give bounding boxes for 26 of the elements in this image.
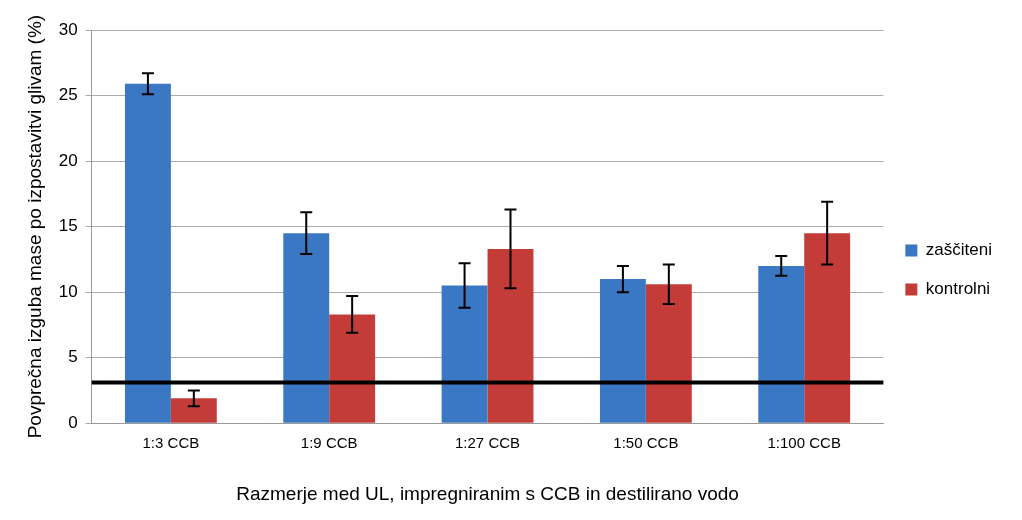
bar: [124, 83, 171, 423]
x-tick-label: 1:100 CCB: [767, 434, 841, 452]
y-tick-label: 20: [58, 150, 78, 170]
x-axis-title: Razmerje med UL, impregniranim s CCB in destilirano vodo: [236, 482, 739, 504]
bar: [441, 285, 488, 423]
y-axis-title: Povprečna izguba mase po izpostavitvi glivam (%): [23, 14, 45, 439]
legend-label: kontrolni: [925, 279, 991, 299]
bar: [758, 265, 805, 423]
y-tick-label: 15: [58, 216, 78, 236]
y-tick-label: 0: [68, 412, 78, 432]
y-tick-label: 30: [58, 19, 78, 39]
bar: [487, 248, 534, 423]
bar: [329, 314, 376, 423]
bar: [645, 284, 692, 423]
bar: [283, 233, 330, 423]
x-tick-label: 1:50 CCB: [613, 434, 679, 452]
y-tick-label: 10: [58, 281, 78, 301]
bar: [170, 398, 217, 423]
y-tick-label: 5: [68, 347, 78, 367]
x-tick-label: 1:9 CCB: [300, 434, 358, 452]
x-tick-label: 1:3 CCB: [142, 434, 200, 452]
legend-label: zaščiteni: [925, 240, 992, 260]
x-tick-label: 1:27 CCB: [455, 434, 521, 452]
bar: [804, 233, 851, 423]
bar: [599, 279, 646, 423]
y-tick-label: 25: [58, 85, 78, 105]
